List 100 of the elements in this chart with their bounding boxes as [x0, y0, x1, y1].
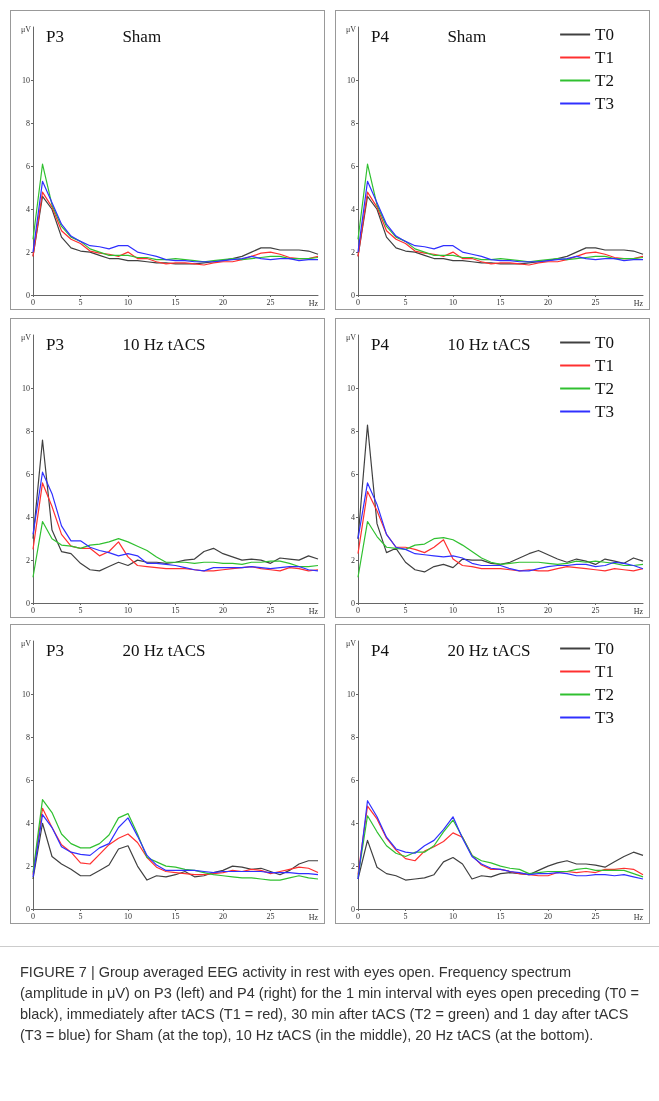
y-tick-label: 10 [22, 690, 30, 700]
line-series [357, 180, 644, 263]
y-tick-label: 10 [347, 384, 355, 394]
x-tick-label: 20 [219, 605, 227, 615]
chart-subtitle: 10 Hz tACS [122, 335, 206, 354]
x-axis-title: Hz [308, 298, 319, 308]
chart-subtitle: Sham [447, 27, 487, 46]
line-series [357, 839, 644, 881]
y-axis-title: μV [20, 332, 32, 342]
chart-title: P4 [371, 27, 390, 46]
y-tick-label: 2 [26, 247, 30, 257]
line-series [357, 163, 644, 263]
x-tick-label: 5 [78, 605, 83, 615]
y-tick-label: 4 [26, 818, 30, 828]
legend-label: T1 [595, 662, 615, 681]
line-series [357, 520, 644, 578]
y-axis-title: μV [345, 332, 357, 342]
chart-title: P4 [371, 335, 390, 354]
y-tick-label: 0 [26, 290, 30, 300]
x-tick-label: 25 [591, 297, 600, 307]
x-tick-label: 15 [171, 911, 180, 921]
legend-label: T3 [595, 708, 615, 727]
chart-subtitle: 20 Hz tACS [122, 641, 206, 660]
caption: FIGURE 7 | Group averaged EEG activity in rest with eyes open. Frequency spectrum (amplitude in μV) on P3 (left) and P4 (right) for the 1 min interval with eyes open preceding (T0 = black), immediately after tACS (T1 = red), 30 min after tACS (T2 = green) and 1 day after tACS (T3 = blue) for Sham (at the top), 10 Hz tACS (in the middle), 20 Hz tACS (at the bottom). [20, 963, 640, 1045]
x-axis-title: Hz [633, 912, 644, 922]
x-tick-label: 15 [171, 297, 180, 307]
x-tick-label: 10 [124, 911, 132, 921]
chart-title: P4 [371, 641, 390, 660]
x-tick-label: 15 [496, 605, 505, 615]
line-series [32, 439, 319, 572]
line-series [357, 815, 644, 878]
line-series [32, 520, 319, 578]
x-axis-title: Hz [308, 606, 319, 616]
x-tick-label: 5 [403, 297, 408, 307]
x-tick-label: 5 [403, 605, 408, 615]
y-tick-label: 8 [26, 426, 30, 436]
y-tick-label: 4 [351, 512, 355, 522]
legend-label: T1 [595, 356, 615, 375]
chart-subtitle: 20 Hz tACS [447, 641, 531, 660]
y-axis-title: μV [345, 638, 357, 648]
chart-title: P3 [46, 641, 64, 660]
y-tick-label: 10 [22, 76, 30, 86]
x-tick-label: 10 [124, 605, 132, 615]
x-tick-label: 25 [266, 297, 275, 307]
line-series [32, 180, 319, 263]
y-tick-label: 2 [351, 555, 355, 565]
x-tick-label: 25 [266, 605, 275, 615]
y-tick-label: 10 [22, 384, 30, 394]
y-axis-title: μV [20, 638, 32, 648]
legend-label: T2 [595, 71, 615, 90]
x-tick-label: 10 [449, 297, 457, 307]
x-tick-label: 20 [219, 297, 227, 307]
y-tick-label: 4 [351, 818, 355, 828]
y-tick-label: 6 [26, 161, 30, 171]
x-tick-label: 25 [266, 911, 275, 921]
y-tick-label: 0 [351, 598, 355, 608]
chart-subtitle: Sham [122, 27, 162, 46]
legend-label: T0 [595, 333, 615, 352]
y-tick-label: 4 [26, 512, 30, 522]
legend-label: T2 [595, 379, 615, 398]
legend-label: T2 [595, 685, 615, 704]
y-axis-title: μV [20, 24, 32, 34]
legend-label: T0 [595, 25, 615, 44]
x-tick-label: 15 [496, 297, 505, 307]
x-tick-label: 20 [219, 911, 227, 921]
y-tick-label: 10 [347, 76, 355, 86]
x-tick-label: 5 [403, 911, 408, 921]
y-tick-label: 0 [26, 904, 30, 914]
y-tick-label: 0 [26, 598, 30, 608]
x-tick-label: 20 [544, 911, 552, 921]
y-tick-label: 6 [351, 469, 355, 479]
x-tick-label: 15 [496, 911, 505, 921]
line-series [357, 424, 644, 573]
x-tick-label: 20 [544, 605, 552, 615]
y-tick-label: 8 [351, 732, 355, 742]
x-tick-label: 25 [591, 605, 600, 615]
y-tick-label: 4 [351, 204, 355, 214]
y-axis-title: μV [345, 24, 357, 34]
x-axis-title: Hz [633, 298, 644, 308]
y-tick-label: 6 [26, 469, 30, 479]
legend-label: T1 [595, 48, 615, 67]
y-tick-label: 6 [351, 775, 355, 785]
y-tick-label: 2 [351, 861, 355, 871]
y-tick-label: 6 [26, 775, 30, 785]
x-tick-label: 10 [449, 605, 457, 615]
legend-label: T0 [595, 639, 615, 658]
chart-title: P3 [46, 27, 64, 46]
y-tick-label: 2 [26, 555, 30, 565]
y-tick-label: 0 [351, 290, 355, 300]
x-tick-label: 25 [591, 911, 600, 921]
legend-label: T3 [595, 94, 615, 113]
y-tick-label: 8 [351, 118, 355, 128]
chart-subtitle: 10 Hz tACS [447, 335, 531, 354]
y-tick-label: 8 [351, 426, 355, 436]
y-tick-label: 4 [26, 204, 30, 214]
x-axis-title: Hz [308, 912, 319, 922]
line-series [32, 799, 319, 881]
x-tick-label: 10 [449, 911, 457, 921]
x-tick-label: 5 [78, 911, 83, 921]
x-axis-title: Hz [633, 606, 644, 616]
